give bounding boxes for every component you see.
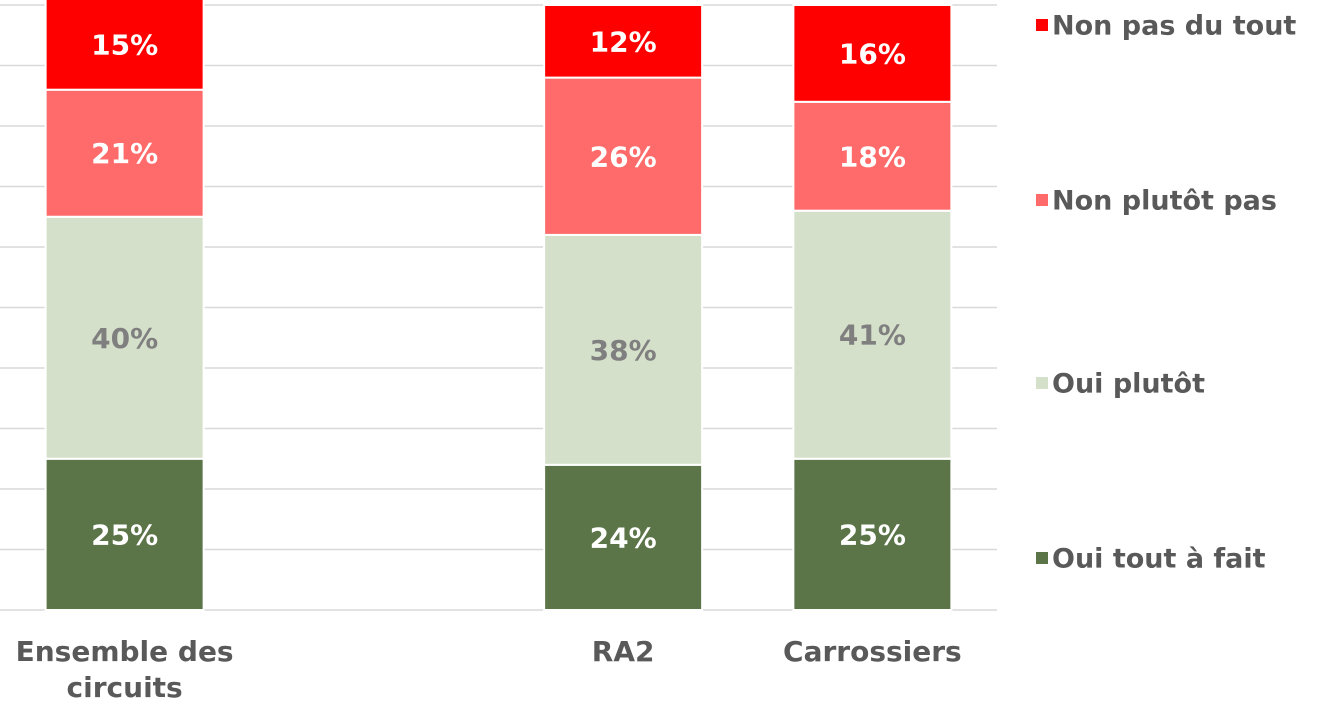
data-label: 21% [91, 137, 158, 170]
legend-marker [1036, 552, 1048, 564]
data-label: 15% [91, 28, 158, 61]
data-label: 18% [839, 140, 906, 173]
bar-segment [543, 463, 704, 611]
legend-label: Oui tout à fait [1052, 544, 1266, 575]
data-label: 41% [839, 319, 906, 352]
bar-segment [792, 457, 953, 611]
data-label: 26% [590, 140, 657, 173]
bar-segment [792, 4, 953, 103]
legend-marker [1036, 194, 1048, 206]
legend-label: Oui plutôt [1052, 369, 1205, 400]
data-label: 16% [839, 37, 906, 70]
legend-marker [1036, 19, 1048, 31]
legend-label: Non plutôt pas [1052, 186, 1277, 217]
bar-segment [44, 215, 205, 460]
bar-segment [44, 88, 205, 218]
data-label: 12% [590, 25, 657, 58]
x-tick-label: Ensemble des circuits [15, 635, 234, 704]
legend-marker [1036, 377, 1048, 389]
legend-label: Non pas du tout [1052, 11, 1296, 42]
bar-segment [44, 457, 205, 611]
bar-segment [792, 100, 953, 212]
bar-segment [543, 233, 704, 466]
bar-segment [44, 0, 205, 91]
data-label: 24% [590, 521, 657, 554]
data-label: 38% [590, 334, 657, 367]
bar-segment [543, 4, 704, 79]
x-tick-label: RA2 [591, 635, 655, 668]
bar-segment [792, 209, 953, 460]
data-label: 25% [839, 518, 906, 551]
bar-segment [543, 76, 704, 236]
data-label: 25% [91, 518, 158, 551]
data-label: 40% [91, 322, 158, 355]
x-tick-label: Carrossiers [783, 635, 962, 668]
